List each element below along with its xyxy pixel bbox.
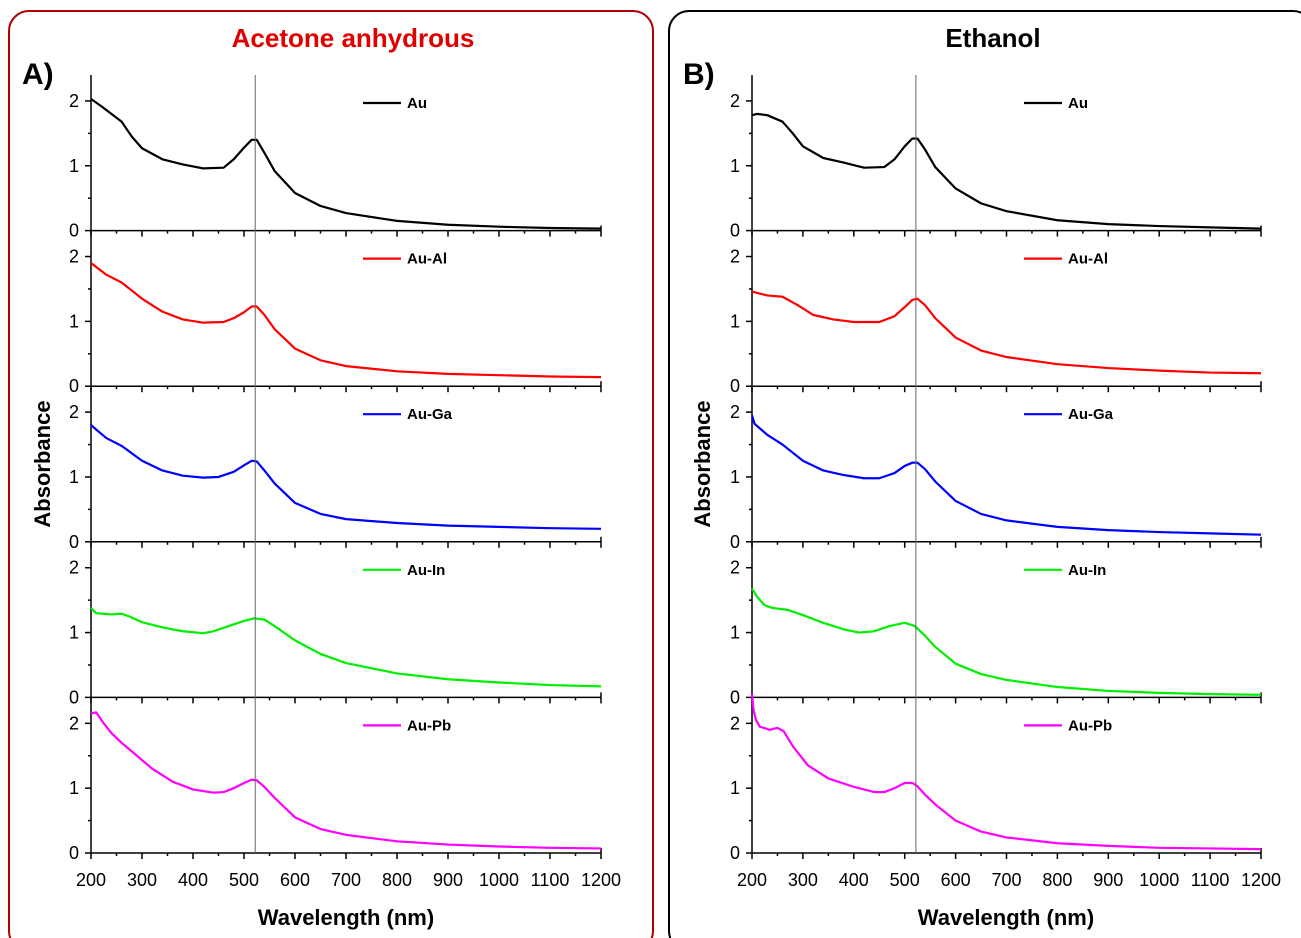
- panel-a-letter: A): [22, 58, 54, 91]
- x-tick-label: 300: [788, 870, 818, 890]
- legend-label: Au: [407, 95, 427, 112]
- y-tick-label: 1: [69, 467, 79, 487]
- series-line-au-pb: [752, 694, 1261, 849]
- legend-label: Au-Pb: [407, 717, 451, 734]
- y-tick-label: 1: [69, 623, 79, 643]
- y-tick-label: 1: [69, 311, 79, 331]
- series-line-au-ga: [752, 415, 1261, 534]
- subplot-au-pb: 0 1 2 Au-Pb: [69, 697, 601, 863]
- x-tick-label: 400: [178, 870, 208, 890]
- subplot-au-in: 0 1 2 Au-In: [69, 542, 601, 708]
- x-tick-label: 900: [1093, 870, 1123, 890]
- y-tick-label: 0: [730, 221, 740, 241]
- series-line-au-ga: [91, 425, 601, 529]
- series-line-au-in: [752, 588, 1261, 694]
- x-tick-label: 800: [382, 870, 412, 890]
- panel-a-border: [9, 11, 653, 938]
- series-line-au-al: [752, 292, 1261, 374]
- x-tick-label: 500: [229, 870, 259, 890]
- y-tick-label: 2: [69, 713, 79, 733]
- y-tick-label: 0: [69, 532, 79, 552]
- y-tick-label: 0: [69, 376, 79, 396]
- subplot-au-pb: 0 1 2 Au-Pb: [730, 694, 1261, 863]
- x-tick-label: 200: [76, 870, 106, 890]
- panel-b-border: [669, 11, 1301, 938]
- y-tick-label: 0: [69, 687, 79, 707]
- subplot-au: 0 1 2 Au: [730, 75, 1261, 241]
- subplot-au-in: 0 1 2 Au-In: [730, 542, 1261, 708]
- y-tick-label: 2: [730, 713, 740, 733]
- x-tick-label: 300: [127, 870, 157, 890]
- legend-label: Au-Pb: [1068, 717, 1112, 734]
- y-tick-label: 1: [730, 623, 740, 643]
- subplot-au: 0 1 2 Au: [69, 75, 601, 241]
- y-tick-label: 2: [730, 91, 740, 111]
- x-tick-label: 400: [839, 870, 869, 890]
- x-tick-label: 1200: [1241, 870, 1281, 890]
- x-tick-label: 1000: [479, 870, 519, 890]
- panel-a-title: Acetone anhydrous: [232, 23, 475, 53]
- y-tick-label: 1: [730, 467, 740, 487]
- series-line-au: [752, 114, 1261, 229]
- series-line-au: [91, 99, 601, 229]
- x-tick-label: 1100: [531, 870, 570, 890]
- legend-label: Au-Al: [1068, 251, 1108, 268]
- x-tick-label: 1000: [1139, 870, 1179, 890]
- x-tick-label: 1200: [581, 870, 621, 890]
- y-tick-label: 0: [730, 376, 740, 396]
- y-tick-label: 0: [730, 532, 740, 552]
- y-tick-label: 1: [730, 311, 740, 331]
- x-axis-label: Wavelength (nm): [918, 905, 1094, 930]
- y-tick-label: 0: [69, 843, 79, 863]
- x-tick-label: 700: [991, 870, 1021, 890]
- x-tick-label: 900: [433, 870, 463, 890]
- x-tick-label: 200: [737, 870, 767, 890]
- x-tick-label: 1100: [1191, 870, 1230, 890]
- series-line-au-in: [91, 608, 601, 686]
- x-tick-label: 800: [1042, 870, 1072, 890]
- y-tick-label: 2: [730, 402, 740, 422]
- x-tick-label: 700: [331, 870, 361, 890]
- x-tick-label: 500: [890, 870, 920, 890]
- y-tick-label: 0: [730, 843, 740, 863]
- series-line-au-pb: [91, 712, 601, 848]
- legend-label: Au-In: [407, 562, 445, 579]
- y-tick-label: 1: [730, 156, 740, 176]
- y-tick-label: 2: [69, 91, 79, 111]
- subplot-au-al: 0 1 2 Au-Al: [69, 231, 601, 397]
- y-tick-label: 1: [69, 778, 79, 798]
- y-tick-label: 0: [730, 687, 740, 707]
- y-tick-label: 2: [69, 247, 79, 267]
- y-axis-label: Absorbance: [30, 400, 55, 527]
- x-tick-label: 600: [280, 870, 310, 890]
- x-tick-label: 600: [941, 870, 971, 890]
- y-axis-label: Absorbance: [690, 400, 715, 527]
- legend-label: Au: [1068, 95, 1088, 112]
- legend-label: Au-Al: [407, 251, 447, 268]
- y-tick-label: 2: [69, 558, 79, 578]
- series-line-au-al: [91, 263, 601, 377]
- legend-label: Au-In: [1068, 562, 1106, 579]
- y-tick-label: 2: [69, 402, 79, 422]
- y-tick-label: 2: [730, 558, 740, 578]
- legend-label: Au-Ga: [407, 406, 453, 423]
- x-axis-label: Wavelength (nm): [258, 905, 434, 930]
- y-tick-label: 1: [730, 778, 740, 798]
- subplot-au-al: 0 1 2 Au-Al: [730, 231, 1261, 397]
- subplot-au-ga: 0 1 2 Au-Ga: [69, 386, 601, 552]
- y-tick-label: 2: [730, 247, 740, 267]
- legend-label: Au-Ga: [1068, 406, 1114, 423]
- panel-b-title: Ethanol: [945, 23, 1040, 53]
- panel-b-letter: B): [683, 58, 715, 91]
- y-tick-label: 1: [69, 156, 79, 176]
- y-tick-label: 0: [69, 221, 79, 241]
- subplot-au-ga: 0 1 2 Au-Ga: [730, 386, 1261, 552]
- panel-a: Acetone anhydrous A) Absorbance Wavelength …: [9, 11, 653, 938]
